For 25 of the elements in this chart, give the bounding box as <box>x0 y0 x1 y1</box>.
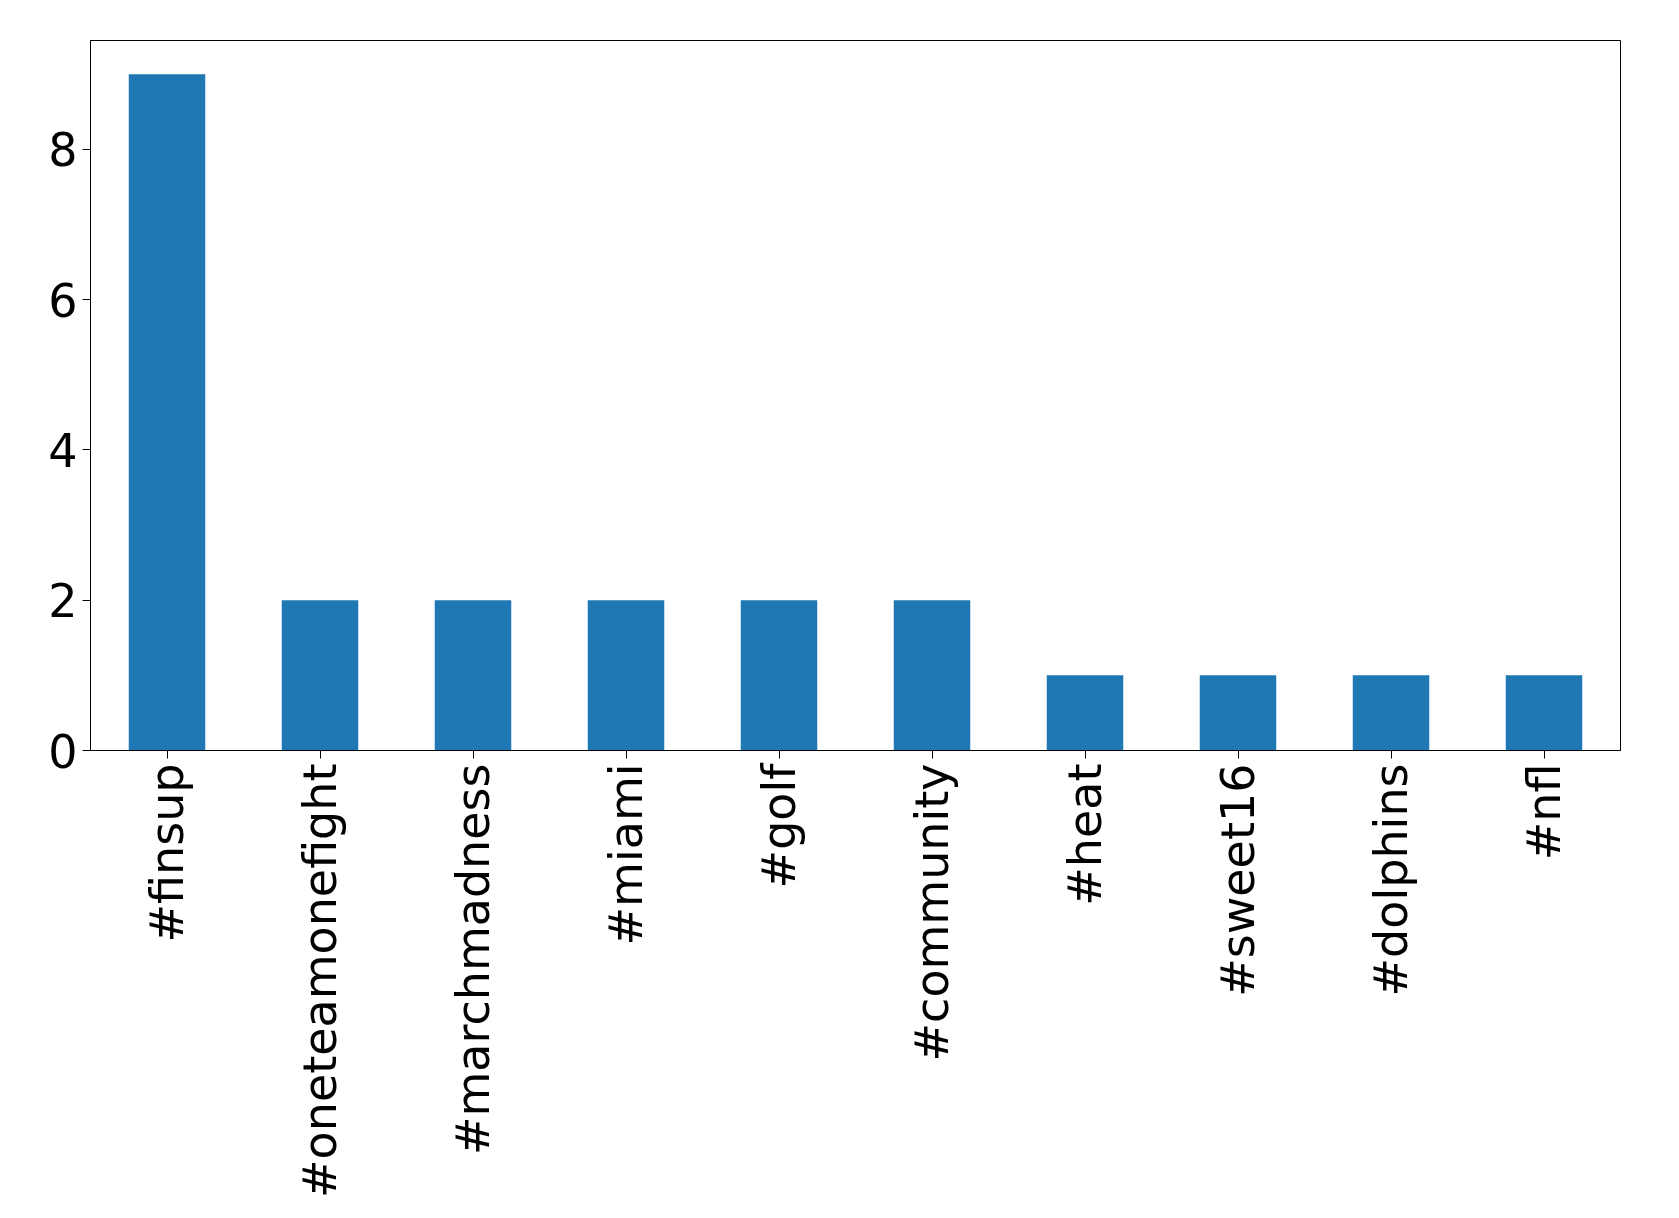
bar <box>587 600 665 751</box>
y-tick-label: 2 <box>48 574 78 629</box>
bar <box>1352 675 1430 751</box>
y-tick-label: 6 <box>48 273 78 328</box>
bar <box>128 74 206 751</box>
bar <box>434 600 512 751</box>
bar <box>281 600 359 751</box>
x-tick-label: #community <box>905 763 959 1062</box>
x-tick-label: #dolphins <box>1364 763 1418 997</box>
x-tick-label: #sweet16 <box>1211 763 1265 997</box>
x-tick-label: #oneteamonefight <box>293 763 347 1198</box>
x-tick-label: #finsup <box>140 763 194 943</box>
bar <box>893 600 971 751</box>
x-tick-label: #nfl <box>1517 763 1571 861</box>
y-tick-label: 0 <box>48 724 78 779</box>
x-tick-label: #heat <box>1058 763 1112 906</box>
bar <box>1199 675 1277 751</box>
x-tick-label: #marchmadness <box>446 763 500 1155</box>
x-tick-label: #golf <box>752 761 806 889</box>
x-tick-label: #miami <box>599 763 653 946</box>
y-tick-label: 4 <box>48 423 78 478</box>
bar <box>740 600 818 751</box>
bar <box>1046 675 1124 751</box>
bar <box>1505 675 1583 751</box>
y-tick-label: 8 <box>48 123 78 178</box>
